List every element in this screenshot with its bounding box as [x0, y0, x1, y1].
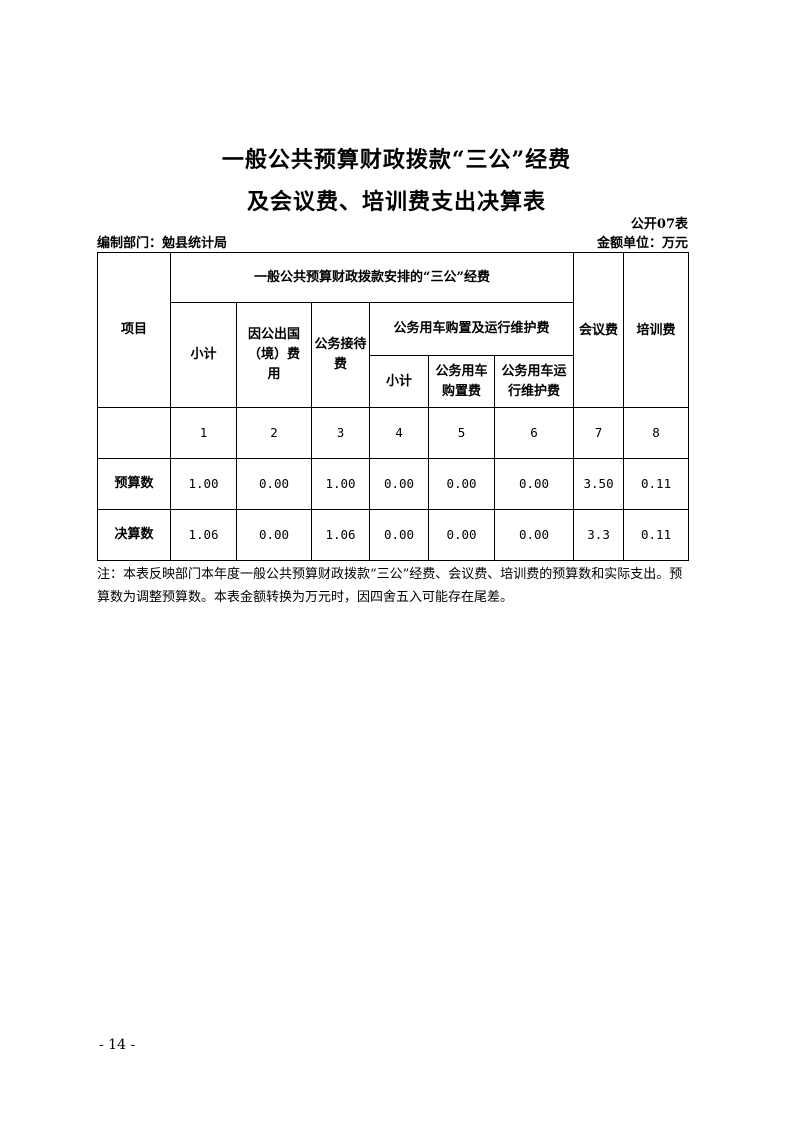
cell: 0.00 — [236, 509, 312, 561]
column-number: 3 — [311, 407, 370, 459]
header-abroad: 因公出国（境）费用 — [236, 302, 312, 408]
cell: 0.00 — [369, 509, 429, 561]
column-number: 2 — [236, 407, 312, 459]
column-number: 8 — [623, 407, 690, 459]
table-note: 注：本表反映部门本年度一般公共预算财政拨款“三公”经费、会议费、培训费的预算数和… — [97, 567, 683, 605]
header-vehicle-subtotal: 小计 — [369, 355, 429, 408]
header-vehicle-group: 公务用车购置及运行维护费 — [368, 302, 575, 356]
cell: 0.00 — [493, 458, 575, 510]
cell: 1.06 — [170, 509, 237, 561]
column-number: 5 — [428, 407, 495, 459]
header-group: 一般公共预算财政拨款安排的“三公”经费 — [169, 252, 575, 303]
expense-table: 项目 一般公共预算财政拨款安排的“三公”经费 会议费 培训费 小计 因公出国（境… — [97, 252, 690, 561]
column-number: 6 — [493, 407, 575, 459]
cell: 0.00 — [493, 509, 575, 561]
cell: 0.00 — [369, 458, 429, 510]
unit: 金额单位：万元 — [596, 236, 688, 251]
header-vehicle-purchase: 公务用车购置费 — [428, 355, 495, 408]
column-number: 7 — [573, 407, 625, 459]
table-row: 预算数 1.00 0.00 1.00 0.00 0.00 0.00 3.50 0… — [97, 458, 690, 510]
title-line-2: 及会议费、培训费支出决算表 — [246, 189, 546, 215]
header-meeting: 会议费 — [573, 252, 625, 408]
cell: 0.11 — [623, 509, 690, 561]
empty-cell — [97, 407, 171, 459]
cell: 1.00 — [170, 458, 237, 510]
header-training: 培训费 — [623, 252, 690, 408]
header-item: 项目 — [97, 252, 171, 408]
header-reception: 公务接待费 — [311, 302, 370, 408]
column-number: 4 — [369, 407, 429, 459]
cell: 0.00 — [428, 509, 495, 561]
table-row: 决算数 1.06 0.00 1.06 0.00 0.00 0.00 3.3 0.… — [97, 509, 690, 561]
cell: 1.06 — [311, 509, 370, 561]
row-label: 预算数 — [97, 458, 171, 510]
department: 编制部门：勉县统计局 — [97, 236, 228, 251]
cell: 1.00 — [311, 458, 370, 510]
header-vehicle-maintenance: 公务用车运行维护费 — [493, 355, 575, 408]
title-line-1: 一般公共预算财政拨款“三公”经费 — [221, 147, 572, 173]
row-label: 决算数 — [97, 509, 171, 561]
cell: 0.11 — [623, 458, 690, 510]
cell: 0.00 — [428, 458, 495, 510]
cell: 3.3 — [573, 509, 625, 561]
cell: 0.00 — [236, 458, 312, 510]
header-subtotal: 小计 — [170, 302, 237, 408]
table-code: 公开07表 — [630, 217, 688, 232]
column-number: 1 — [170, 407, 237, 459]
cell: 3.50 — [573, 458, 625, 510]
page-number: - 14 - — [99, 1037, 136, 1053]
